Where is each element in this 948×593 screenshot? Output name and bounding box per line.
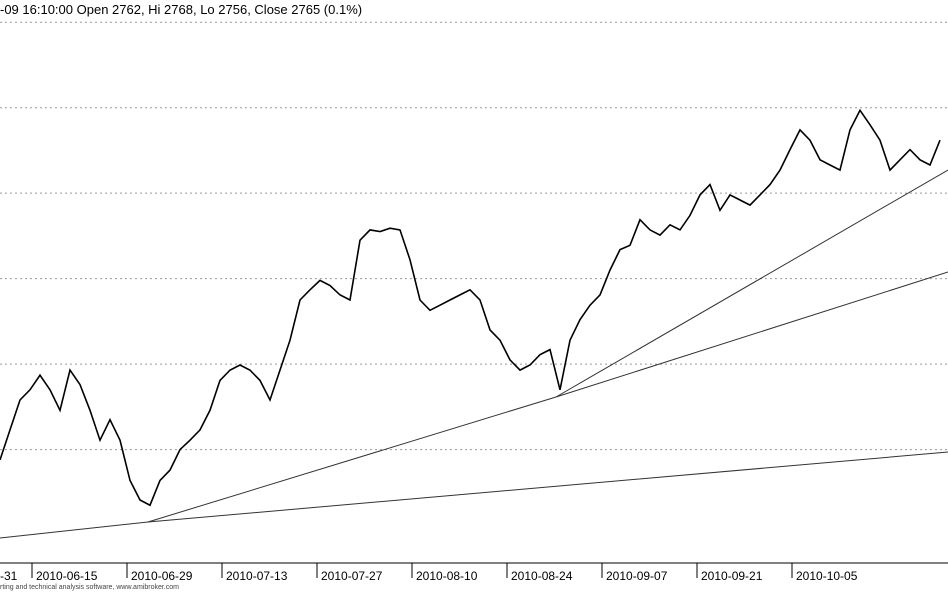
grid xyxy=(0,21,948,451)
chart-title: -09 16:10:00 Open 2762, Hi 2768, Lo 2756… xyxy=(0,2,362,17)
x-tick-label: 2010-09-07 xyxy=(606,569,668,583)
plot xyxy=(0,108,941,507)
price-line xyxy=(0,108,941,507)
x-tick-label: 2010-07-13 xyxy=(226,569,288,583)
footer: rting and technical analysis software, w… xyxy=(0,584,179,591)
x-tick-label: 2010-07-27 xyxy=(321,569,383,583)
x-tick-label: 2010-10-05 xyxy=(796,569,858,583)
x-tick-label: 2010-06-29 xyxy=(131,569,193,583)
x-tick-label: 2010-08-10 xyxy=(416,569,478,583)
trend-line xyxy=(555,271,948,398)
x-tick-label: 2010-06-15 xyxy=(36,569,98,583)
x-tick-label: 2010-08-24 xyxy=(511,569,573,583)
trend-line xyxy=(0,521,149,539)
trend-lines xyxy=(0,169,948,539)
x-axis-labels: -31 2010-06-15 2010-06-29 2010-07-13 2010-07… xyxy=(0,563,858,583)
trend-line xyxy=(555,169,948,398)
x-tick-label: -31 xyxy=(0,569,18,583)
x-tick-label: 2010-09-21 xyxy=(701,569,763,583)
trend-line xyxy=(147,451,948,523)
trend-line xyxy=(147,396,557,523)
